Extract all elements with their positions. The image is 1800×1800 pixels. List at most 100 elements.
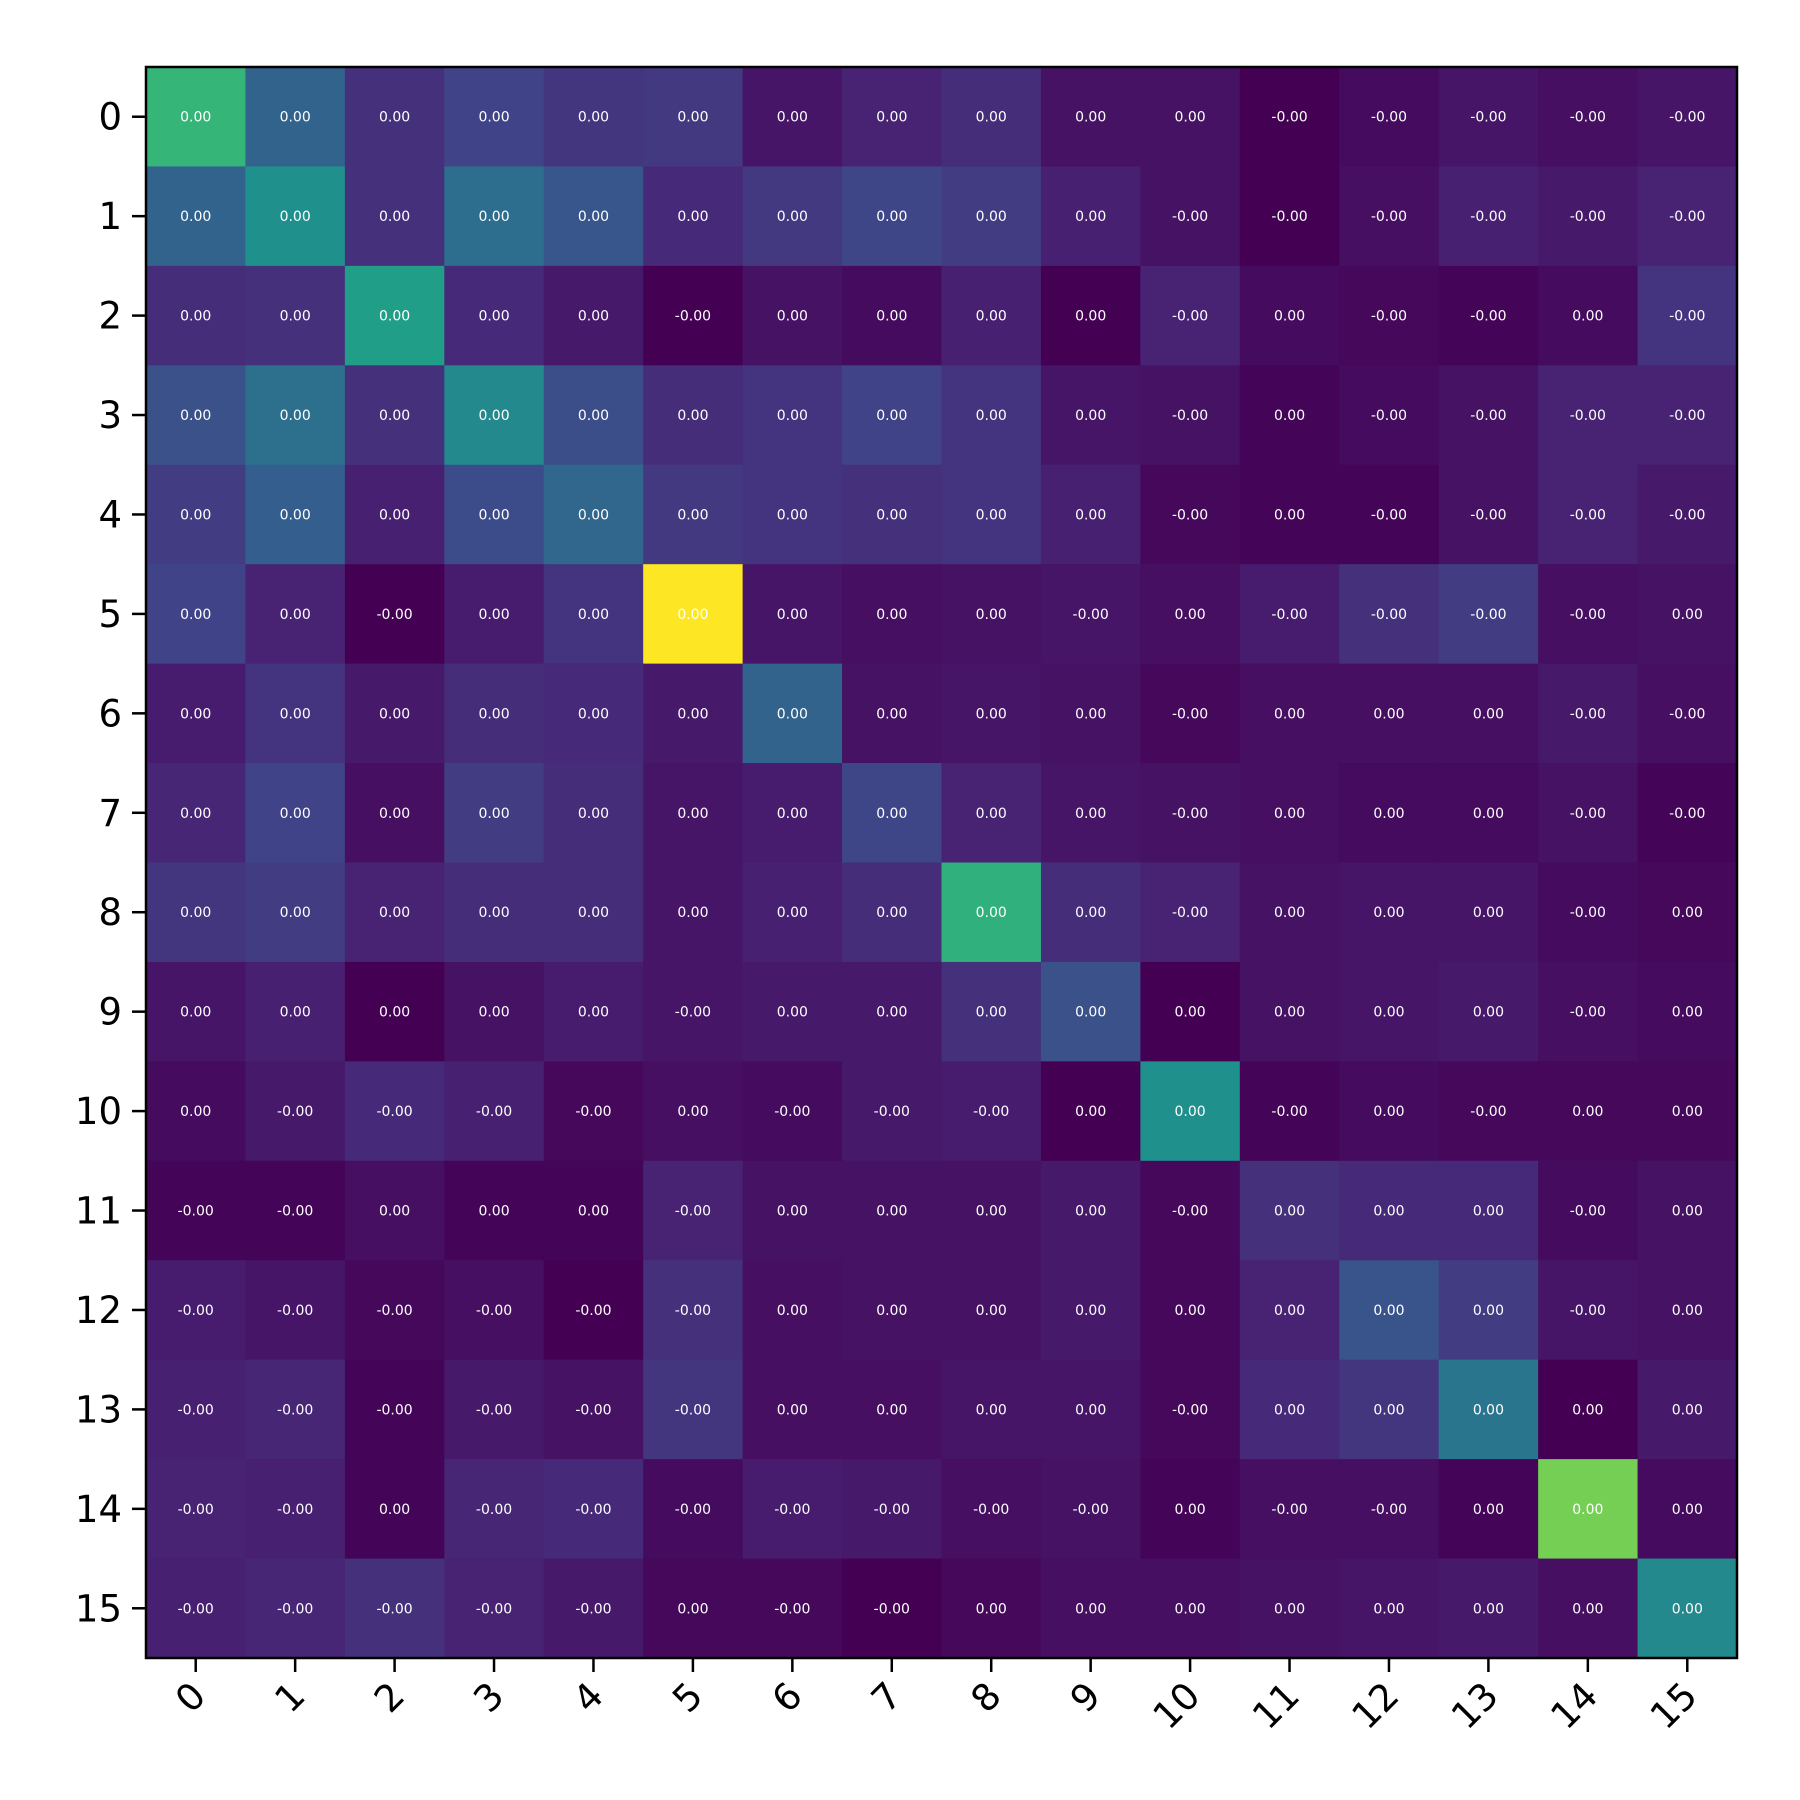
- heatmap-cell-7-8: [941, 763, 1042, 864]
- cell-value-label: -0.00: [1470, 209, 1506, 225]
- cell-value-label: 0.00: [280, 806, 311, 822]
- y-tick-label: 8: [98, 891, 122, 934]
- heatmap-cell-9-10: [1140, 961, 1241, 1062]
- heatmap-cell-3-2: [344, 365, 445, 466]
- heatmap-cell-7-6: [742, 763, 843, 864]
- cell-value-label: -0.00: [675, 1005, 711, 1021]
- heatmap-cell-2-1: [245, 265, 346, 366]
- cell-value-label: 0.00: [1175, 1303, 1206, 1319]
- heatmap-cell-5-9: [1040, 564, 1141, 665]
- heatmap-cell-6-4: [543, 663, 644, 764]
- heatmap-cell-6-8: [941, 663, 1042, 764]
- heatmap-cell-12-10: [1140, 1260, 1241, 1361]
- cell-value-label: 0.00: [478, 408, 509, 424]
- cell-value-label: -0.00: [1470, 607, 1506, 623]
- cell-value-label: -0.00: [1371, 1502, 1407, 1518]
- heatmap-cell-8-11: [1239, 862, 1340, 963]
- heatmap-cell-7-15: [1637, 763, 1738, 864]
- cell-value-label: 0.00: [478, 309, 509, 325]
- cell-value-label: 0.00: [478, 706, 509, 722]
- cell-value-label: -0.00: [1570, 408, 1606, 424]
- cell-value-label: 0.00: [1373, 706, 1404, 722]
- cell-value-label: -0.00: [1172, 1204, 1208, 1220]
- cell-value-label: 0.00: [1672, 905, 1703, 921]
- cell-value-label: 0.00: [1373, 905, 1404, 921]
- y-tick-label: 13: [75, 1388, 122, 1431]
- heatmap-cell-10-0: [146, 1061, 247, 1162]
- heatmap-cell-2-12: [1339, 265, 1440, 366]
- heatmap-cell-11-6: [742, 1160, 843, 1261]
- cell-value-label: 0.00: [976, 1204, 1007, 1220]
- cell-value-label: 0.00: [976, 905, 1007, 921]
- heatmap-cell-3-10: [1140, 365, 1241, 466]
- heatmap-cell-4-3: [444, 464, 545, 565]
- cell-value-label: -0.00: [1172, 408, 1208, 424]
- heatmap-cell-14-4: [543, 1459, 644, 1560]
- cell-value-label: 0.00: [180, 806, 211, 822]
- heatmap-cell-6-2: [344, 663, 445, 764]
- cell-value-label: 0.00: [1672, 1502, 1703, 1518]
- cell-value-label: -0.00: [675, 1303, 711, 1319]
- heatmap-cell-3-15: [1637, 365, 1738, 466]
- cell-value-label: 0.00: [1075, 408, 1106, 424]
- cell-value-label: 0.00: [280, 507, 311, 523]
- cell-value-label: -0.00: [1172, 706, 1208, 722]
- cell-value-label: -0.00: [774, 1104, 810, 1120]
- cell-value-label: -0.00: [376, 1402, 412, 1418]
- y-tick-label: 2: [98, 295, 122, 338]
- cell-value-label: -0.00: [1371, 110, 1407, 126]
- cell-value-label: 0.00: [1473, 1601, 1504, 1617]
- heatmap-cell-6-1: [245, 663, 346, 764]
- cell-value-label: -0.00: [476, 1303, 512, 1319]
- heatmap-cell-8-1: [245, 862, 346, 963]
- heatmap-cell-0-4: [543, 67, 644, 168]
- heatmap-cell-7-7: [842, 763, 943, 864]
- heatmap-cell-0-11: [1239, 67, 1340, 168]
- heatmap-cell-9-9: [1040, 961, 1141, 1062]
- cell-value-label: 0.00: [1075, 806, 1106, 822]
- heatmap-cell-4-4: [543, 464, 644, 565]
- heatmap-cell-10-8: [941, 1061, 1042, 1162]
- heatmap-cell-4-0: [146, 464, 247, 565]
- heatmap-cell-11-13: [1438, 1160, 1539, 1261]
- y-tick-label: 5: [98, 593, 122, 636]
- heatmap-cell-11-14: [1538, 1160, 1639, 1261]
- y-tick-label: 3: [98, 394, 122, 437]
- cell-value-label: -0.00: [675, 1502, 711, 1518]
- heatmap-cell-5-6: [742, 564, 843, 665]
- x-tick-label: 5: [664, 1674, 711, 1721]
- cell-value-label: 0.00: [280, 1005, 311, 1021]
- heatmap-cell-13-13: [1438, 1359, 1539, 1460]
- x-tick-label: 12: [1344, 1674, 1408, 1738]
- cell-value-label: -0.00: [675, 1204, 711, 1220]
- cell-value-label: 0.00: [1175, 1104, 1206, 1120]
- heatmap-cell-9-8: [941, 961, 1042, 1062]
- heatmap-cell-5-14: [1538, 564, 1639, 665]
- cell-value-label: -0.00: [476, 1402, 512, 1418]
- heatmap-cell-1-8: [941, 166, 1042, 267]
- cell-value-label: 0.00: [379, 309, 410, 325]
- cell-value-label: 0.00: [1572, 1502, 1603, 1518]
- cell-value-label: 0.00: [379, 1502, 410, 1518]
- cell-value-label: 0.00: [1373, 1005, 1404, 1021]
- heatmap-cell-7-13: [1438, 763, 1539, 864]
- heatmap-cell-5-15: [1637, 564, 1738, 665]
- heatmap-cell-10-13: [1438, 1061, 1539, 1162]
- heatmap-cell-7-3: [444, 763, 545, 864]
- cell-value-label: 0.00: [1274, 1204, 1305, 1220]
- cell-value-label: 0.00: [777, 706, 808, 722]
- heatmap-cell-4-6: [742, 464, 843, 565]
- cell-value-label: 0.00: [777, 1402, 808, 1418]
- cell-value-label: 0.00: [379, 1005, 410, 1021]
- cell-value-label: -0.00: [376, 1303, 412, 1319]
- heatmap-cell-7-9: [1040, 763, 1141, 864]
- cell-value-label: 0.00: [478, 209, 509, 225]
- y-tick-label: 7: [98, 792, 122, 835]
- cell-value-label: 0.00: [578, 806, 609, 822]
- y-tick-label: 6: [98, 692, 122, 735]
- cell-value-label: -0.00: [1570, 905, 1606, 921]
- heatmap-cell-12-7: [842, 1260, 943, 1361]
- heatmap-cell-4-2: [344, 464, 445, 565]
- heatmap-cell-2-4: [543, 265, 644, 366]
